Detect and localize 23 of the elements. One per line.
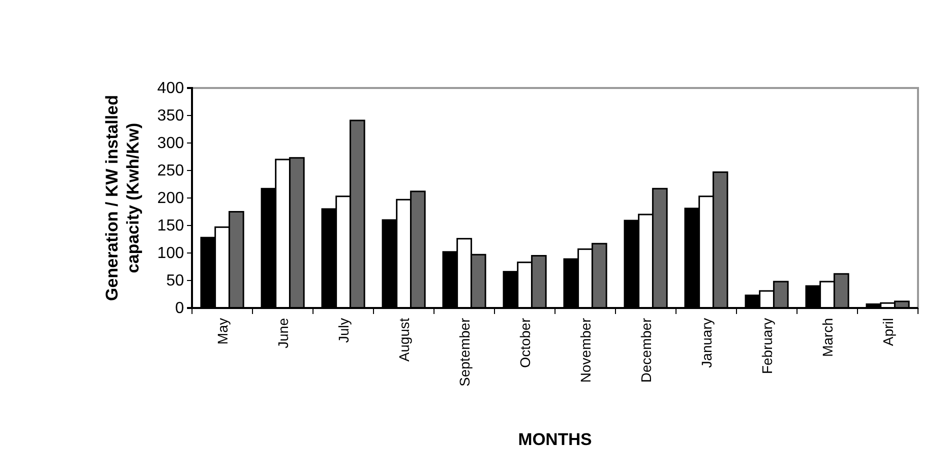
- x-tick-label: January: [698, 318, 714, 368]
- x-tick-label: August: [396, 318, 412, 362]
- y-tick-label: 50: [166, 272, 184, 290]
- y-tick-label: 300: [157, 135, 184, 152]
- y-axis-title: Generation / KW installed capacity (Kwh/Kw): [102, 95, 142, 301]
- x-tick-label: June: [274, 318, 291, 348]
- y-tick-label: 150: [157, 218, 184, 235]
- x-tick-label: December: [638, 318, 654, 383]
- x-tick-label: May: [214, 318, 230, 344]
- y-tick-label: 100: [157, 245, 184, 262]
- x-tick-label: February: [758, 318, 775, 374]
- y-tick-label: 250: [157, 162, 184, 180]
- x-tick-label: November: [577, 318, 594, 383]
- x-tick-label: September: [456, 318, 472, 386]
- x-tick-label: April: [880, 318, 896, 346]
- x-tick-label: March: [819, 318, 836, 357]
- y-tick-label: 200: [157, 190, 184, 208]
- x-tick-label: July: [335, 318, 352, 343]
- x-tick-label: October: [516, 318, 533, 368]
- y-tick-label: 0: [175, 300, 184, 318]
- y-tick-label: 350: [157, 108, 184, 125]
- x-axis-title: MONTHS: [518, 430, 592, 449]
- y-tick-label: 400: [157, 80, 184, 98]
